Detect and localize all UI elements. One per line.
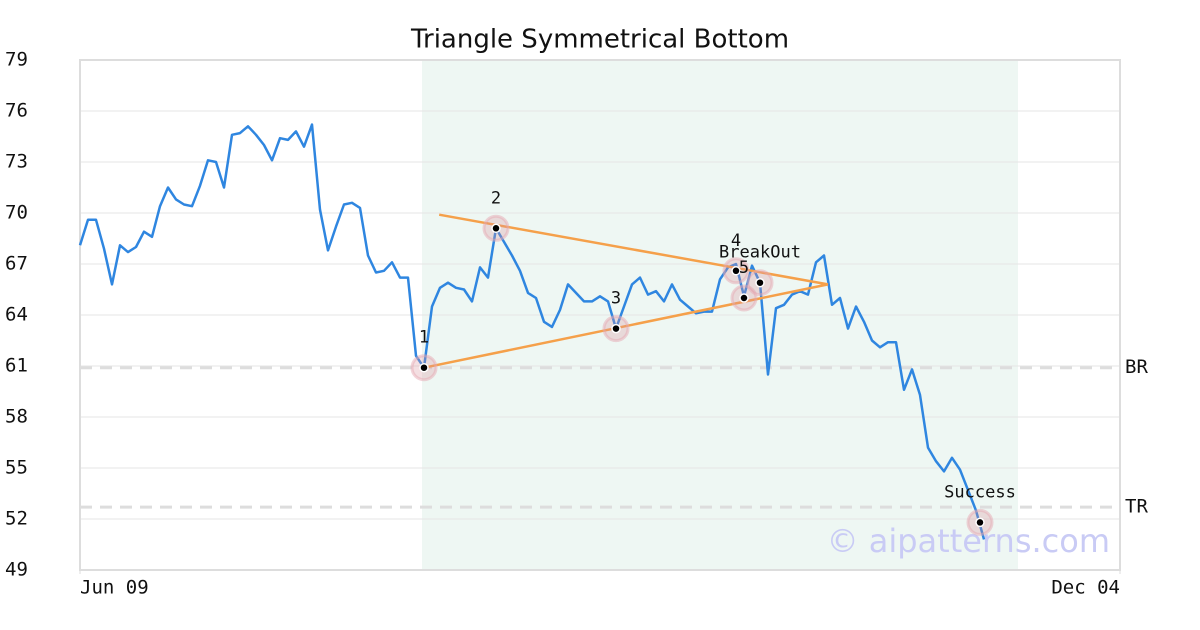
y-tick-label: 73 [5,151,28,173]
marker-label: 3 [611,289,621,309]
chart-title: Triangle Symmetrical Bottom [410,25,789,55]
y-tick-label: 76 [5,100,28,122]
y-tick-label: 61 [5,355,28,377]
trend-line [423,283,829,369]
y-tick-label: 55 [5,457,28,479]
marker-dot [731,266,741,276]
marker-dot [419,362,429,373]
y-tick-label: 58 [5,406,28,428]
level-label: BR [1125,356,1148,378]
y-tick-label: 79 [5,49,28,71]
level-label: TR [1125,496,1148,518]
x-tick-label: Jun 09 [80,577,149,599]
marker-label: 1 [419,328,429,348]
marker-dot [739,293,749,303]
y-tick-label: 49 [5,559,28,581]
marker-label: 2 [491,188,501,208]
marker-dot [611,323,621,334]
x-tick-label: Dec 04 [1051,577,1120,599]
y-tick-label: 67 [5,253,28,275]
marker-label: 4 [731,231,741,251]
marker-label: 5 [739,258,749,278]
trend-line [438,213,829,286]
plot-frame [79,59,1121,571]
price-line [78,123,986,540]
marker-dot [975,517,985,528]
marker-label: BreakOut [719,243,801,263]
marker-label: Success [944,482,1016,502]
marker-dot [491,223,501,234]
y-tick-label: 70 [5,202,28,224]
y-tick-label: 64 [5,304,28,326]
y-tick-label: 52 [5,508,28,530]
marker-dot [755,277,765,288]
